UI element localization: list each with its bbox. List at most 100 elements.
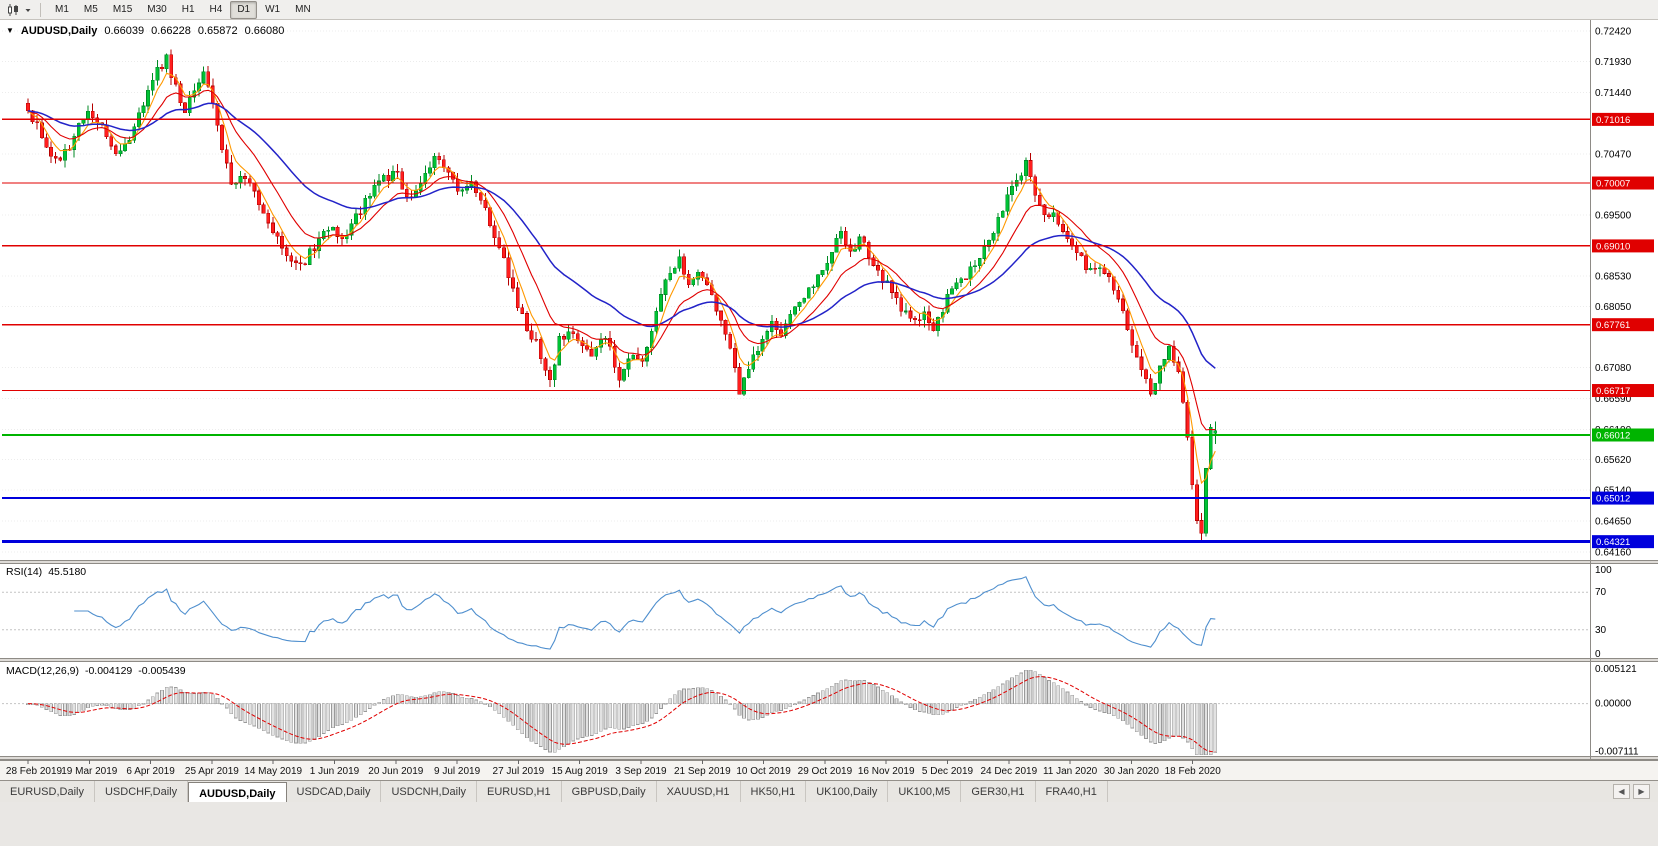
- toolbar-separator: [40, 2, 41, 17]
- chart-tabs-bar: EURUSD,Daily USDCHF,Daily AUDUSD,Daily USDC…: [0, 780, 1658, 802]
- tab-gbpusd-daily[interactable]: GBPUSD,Daily: [562, 781, 657, 802]
- timeframe-button-m5[interactable]: M5: [83, 3, 98, 15]
- timeframe-button-d1[interactable]: D1: [230, 0, 258, 19]
- svg-text:0.71016: 0.71016: [1596, 115, 1630, 126]
- timeframe-button-h4[interactable]: H4: [209, 3, 223, 15]
- timeframe-button-m30[interactable]: M30: [147, 3, 167, 15]
- svg-text:0.66012: 0.66012: [1596, 430, 1630, 441]
- macd-histogram: [26, 669, 1218, 756]
- moving-average-lines: [27, 72, 1216, 485]
- svg-text:-0.007111: -0.007111: [1595, 746, 1639, 757]
- candlestick-chart-icon[interactable]: [4, 2, 22, 18]
- tab-eurusd-daily[interactable]: EURUSD,Daily: [0, 781, 95, 802]
- tab-fra40-h1[interactable]: FRA40,H1: [1036, 781, 1108, 802]
- svg-text:3 Sep 2019: 3 Sep 2019: [615, 766, 667, 777]
- tab-usdchf-daily[interactable]: USDCHF,Daily: [95, 781, 189, 802]
- svg-text:27 Jul 2019: 27 Jul 2019: [493, 766, 545, 777]
- tab-eurusd-h1[interactable]: EURUSD,H1: [477, 781, 562, 802]
- svg-text:9 Jul 2019: 9 Jul 2019: [434, 766, 481, 777]
- svg-text:0.67761: 0.67761: [1596, 320, 1630, 331]
- macd-name: MACD(12,26,9): [6, 665, 79, 677]
- pane-separator[interactable]: [0, 756, 1658, 760]
- tab-usdcad-daily[interactable]: USDCAD,Daily: [287, 781, 382, 802]
- tab-uk100-daily[interactable]: UK100,Daily: [806, 781, 889, 802]
- tab-ger30-h1[interactable]: GER30,H1: [961, 781, 1036, 802]
- collapse-icon[interactable]: ▼: [6, 26, 14, 35]
- chart-type-dropdown-icon[interactable]: [23, 2, 33, 18]
- macd-main-value: -0.004129: [84, 665, 133, 677]
- price-tag: [1592, 176, 1654, 190]
- rsi-indicator-label: RSI(14) 45.5180: [6, 566, 86, 578]
- price-tag: [1592, 384, 1654, 398]
- price-axis-labels[interactable]: 0.72420 0.71930 0.71440 0.70470 0.69500 0.685…: [1595, 26, 1639, 757]
- rsi-pane: [2, 576, 1590, 650]
- svg-text:0.67080: 0.67080: [1595, 363, 1632, 374]
- chart-symbol-label: AUDUSD,Daily: [20, 25, 98, 37]
- svg-text:0.64321: 0.64321: [1596, 537, 1630, 548]
- svg-text:0.66590: 0.66590: [1595, 394, 1632, 405]
- svg-text:1 Jun 2019: 1 Jun 2019: [310, 766, 360, 777]
- toolbar: M1 M5 M15 M30 H1 H4 D1 W1 MN: [0, 0, 1658, 20]
- svg-text:11 Jan 2020: 11 Jan 2020: [1043, 766, 1098, 777]
- pane-separator[interactable]: [0, 658, 1658, 662]
- timeframe-button-m15[interactable]: M15: [112, 3, 133, 15]
- macd-signal-line: [27, 676, 1216, 753]
- chart-window: 28 Feb 2019 19 Mar 2019 6 Apr 2019 25 Apr 2…: [0, 20, 1658, 780]
- date-labels: 28 Feb 2019 19 Mar 2019 6 Apr 2019 25 Apr 2…: [6, 760, 1221, 777]
- timeframe-buttons: M1 M5 M15 M30 H1 H4 D1 W1 MN: [48, 0, 318, 19]
- svg-text:0.00000: 0.00000: [1595, 699, 1632, 710]
- bottom-filler: [0, 802, 1658, 846]
- svg-text:0.69500: 0.69500: [1595, 210, 1632, 221]
- tab-audusd-daily[interactable]: AUDUSD,Daily: [188, 782, 287, 802]
- svg-text:10 Oct 2019: 10 Oct 2019: [736, 766, 791, 777]
- chart-canvas[interactable]: 28 Feb 2019 19 Mar 2019 6 Apr 2019 25 Apr 2…: [0, 20, 1658, 780]
- timeframe-button-h1[interactable]: H1: [181, 3, 195, 15]
- chart-tab-list: EURUSD,Daily USDCHF,Daily AUDUSD,Daily USDC…: [0, 781, 1108, 802]
- svg-text:0.70007: 0.70007: [1596, 179, 1630, 190]
- svg-text:0.72420: 0.72420: [1595, 26, 1632, 37]
- svg-text:0.64650: 0.64650: [1595, 516, 1632, 527]
- svg-text:19 Mar 2019: 19 Mar 2019: [61, 766, 118, 777]
- grid-lines: [2, 30, 1590, 553]
- tab-scroll-controls: ◀ ▶: [1605, 781, 1658, 802]
- svg-text:18 Feb 2020: 18 Feb 2020: [1165, 766, 1222, 777]
- ohlc-open: 0.66039: [104, 25, 145, 37]
- candles: [26, 49, 1218, 541]
- timeframe-button-w1[interactable]: W1: [265, 3, 281, 15]
- timeframe-button-m1[interactable]: M1: [55, 3, 69, 15]
- svg-text:0.65140: 0.65140: [1595, 485, 1632, 496]
- time-axis[interactable]: [0, 760, 1658, 780]
- svg-text:6 Apr 2019: 6 Apr 2019: [126, 766, 175, 777]
- tab-usdcnh-daily[interactable]: USDCNH,Daily: [381, 781, 478, 802]
- pane-separator[interactable]: [0, 560, 1658, 564]
- price-tag: [1592, 112, 1654, 126]
- tab-uk100-m5[interactable]: UK100,M5: [888, 781, 962, 802]
- tab-hk50-h1[interactable]: HK50,H1: [741, 781, 807, 802]
- tab-xauusd-h1[interactable]: XAUUSD,H1: [657, 781, 741, 802]
- svg-text:0: 0: [1595, 649, 1601, 660]
- macd-signal-value: -0.005439: [138, 665, 186, 677]
- rsi-line: [74, 576, 1216, 650]
- tabs-scroll-left-button[interactable]: ◀: [1613, 784, 1630, 799]
- rsi-value: 45.5180: [48, 566, 87, 578]
- svg-text:5 Dec 2019: 5 Dec 2019: [922, 766, 974, 777]
- svg-text:70: 70: [1595, 587, 1607, 598]
- svg-text:21 Sep 2019: 21 Sep 2019: [674, 766, 731, 777]
- svg-text:30: 30: [1595, 625, 1607, 636]
- ohlc-low: 0.65872: [197, 25, 238, 37]
- price-tag: [1592, 318, 1654, 332]
- svg-text:20 Jun 2019: 20 Jun 2019: [368, 766, 423, 777]
- price-tag: [1592, 535, 1654, 549]
- svg-text:16 Nov 2019: 16 Nov 2019: [858, 766, 915, 777]
- svg-text:0.68050: 0.68050: [1595, 302, 1632, 313]
- timeframe-button-mn[interactable]: MN: [295, 3, 311, 15]
- svg-text:0.68530: 0.68530: [1595, 272, 1632, 283]
- svg-text:28 Feb 2019: 28 Feb 2019: [6, 766, 63, 777]
- ohlc-close: 0.66080: [244, 25, 285, 37]
- ohlc-high: 0.66228: [151, 25, 191, 37]
- price-tags: 0.71016 0.70007 0.69010 0.67761 0.66717 0.660…: [1592, 112, 1654, 549]
- svg-text:0.70470: 0.70470: [1595, 149, 1632, 160]
- rsi-name: RSI(14): [6, 566, 43, 578]
- tabs-scroll-right-button[interactable]: ▶: [1633, 784, 1650, 799]
- svg-text:30 Jan 2020: 30 Jan 2020: [1104, 766, 1159, 777]
